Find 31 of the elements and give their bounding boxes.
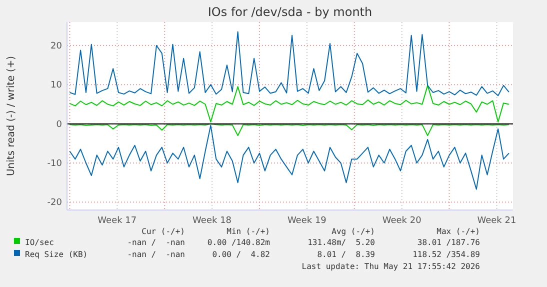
text: Max (-/+) — [436, 227, 480, 236]
text: 131.48m/ 5.20 — [308, 238, 376, 247]
legend-label: IO/sec — [25, 238, 54, 247]
x-tick-label: Week 21 — [477, 216, 516, 226]
line-series — [69, 31, 510, 96]
text: 0.00 /140.82m — [207, 238, 270, 247]
line-series — [69, 124, 510, 190]
text: Min (-/+) — [226, 227, 270, 236]
line-series — [69, 84, 510, 122]
legend-label: Req Size (KB) — [25, 250, 88, 259]
x-tick-label: Week 18 — [192, 216, 232, 226]
x-tick-label: Week 19 — [287, 216, 327, 226]
text: Last update: Thu May 21 17:55:42 2026 — [302, 262, 480, 271]
text: Avg (-/+) — [332, 227, 375, 236]
y-axis-title: Units read (-) / write (+) — [6, 56, 17, 176]
text: 8.01 / 8.39 — [317, 250, 376, 259]
text: 38.01 /187.76 — [417, 238, 480, 247]
x-tick-label: Week 20 — [382, 216, 422, 226]
y-tick-label: -20 — [47, 198, 62, 208]
line-series — [69, 123, 510, 136]
text: 118.52 /354.89 — [412, 250, 480, 259]
x-tick-label: Week 17 — [98, 216, 137, 226]
y-tick-label: 20 — [50, 42, 62, 52]
text: Cur (-/+) — [142, 227, 185, 236]
y-tick-label: 0 — [56, 120, 62, 130]
text: 0.00 / 4.82 — [212, 250, 270, 259]
text: -nan / -nan — [127, 238, 186, 247]
text: -nan / -nan — [127, 250, 186, 259]
y-tick-label: 10 — [50, 80, 62, 91]
y-tick-label: -10 — [47, 159, 62, 169]
chart-title: IOs for /dev/sda - by month — [208, 5, 372, 19]
